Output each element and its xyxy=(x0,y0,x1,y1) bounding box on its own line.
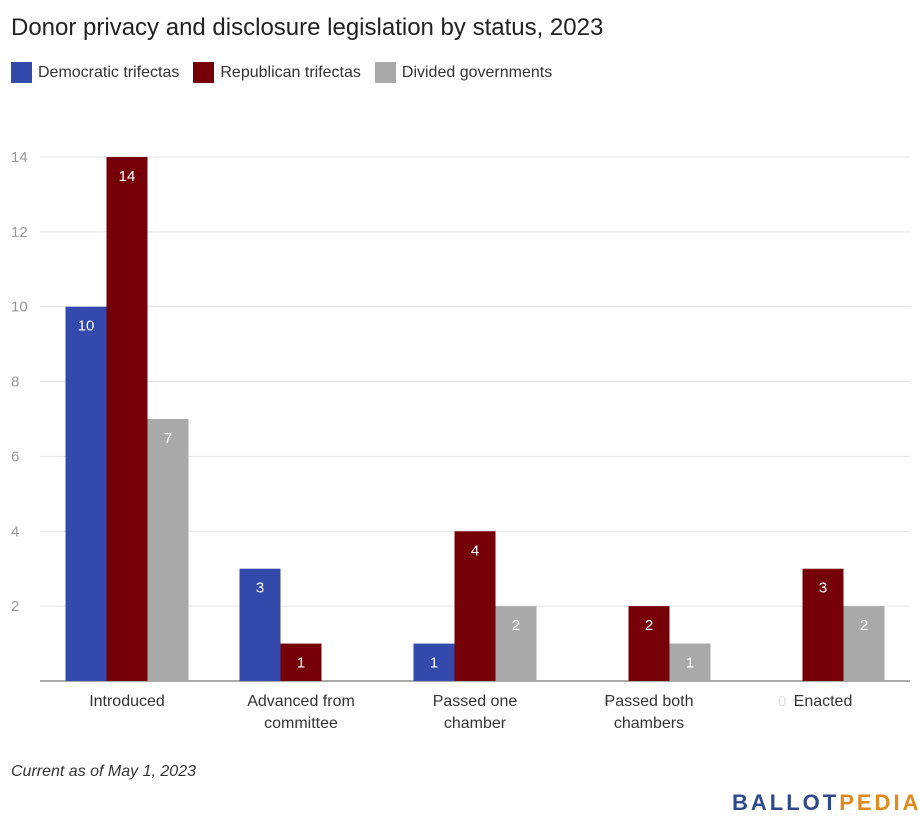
x-category-label-line: chambers xyxy=(614,715,684,732)
legend-swatch-republican xyxy=(193,62,215,83)
x-category-label-line: Passed one xyxy=(433,693,518,710)
bar-republican-trifectas-3 xyxy=(628,606,670,681)
footnote: Current as of May 1, 2023 xyxy=(11,763,196,780)
data-label-republican-trifectas-2: 4 xyxy=(471,542,479,559)
data-label-republican-trifectas-3: 2 xyxy=(645,617,653,634)
y-tick-label-4: 4 xyxy=(11,523,19,540)
y-tick-label-2: 2 xyxy=(11,598,19,615)
legend-label-divided: Divided governments xyxy=(401,63,553,81)
data-label-divided-governments-4: 2 xyxy=(860,617,868,634)
data-label-divided-governments-2: 2 xyxy=(512,617,520,634)
x-category-label-line: Introduced xyxy=(89,693,165,710)
logo-part-ballot: BALLOT xyxy=(732,790,840,815)
bar-republican-trifectas-4 xyxy=(802,568,844,681)
bar-democratic-trifectas-2 xyxy=(413,643,455,681)
data-label-republican-trifectas-0: 14 xyxy=(119,168,136,185)
y-tick-label-6: 6 xyxy=(11,448,19,465)
bar-divided-governments-0 xyxy=(147,419,189,681)
bar-republican-trifectas-2 xyxy=(454,531,496,681)
bar-divided-governments-3 xyxy=(669,643,711,681)
legend-item-republican: Republican trifectas xyxy=(193,62,361,83)
y-tick-label-12: 12 xyxy=(11,224,28,241)
legend-swatch-divided xyxy=(374,62,396,83)
legend-label-republican: Republican trifectas xyxy=(220,63,361,81)
x-category-label-3: Passed both chambers xyxy=(605,693,694,732)
y-tick-label-10: 10 xyxy=(11,299,28,316)
data-label-divided-governments-3: 1 xyxy=(686,655,694,672)
x-category-label-1: Advanced from committee xyxy=(247,693,355,732)
ballotpedia-logo: BALLOTPEDIA xyxy=(732,790,919,816)
x-category-label-line: committee xyxy=(264,715,338,732)
data-label-republican-trifectas-4: 3 xyxy=(819,580,827,597)
bar-divided-governments-2 xyxy=(495,606,537,681)
x-category-label-line: Enacted xyxy=(794,693,853,710)
bar-democratic-trifectas-0 xyxy=(65,306,107,681)
y-tick-label-14: 14 xyxy=(11,149,28,166)
x-category-label-line: chamber xyxy=(444,715,507,732)
bar-democratic-trifectas-1 xyxy=(239,568,281,681)
x-category-label-2: Passed one chamber xyxy=(433,693,518,732)
x-category-label-line: Passed both xyxy=(605,693,694,710)
data-label-democratic-trifectas-0: 10 xyxy=(78,318,95,335)
data-label-democratic-trifectas-1: 3 xyxy=(256,580,264,597)
x-category-label-4: Enacted xyxy=(794,693,853,710)
legend-swatch-democratic xyxy=(11,62,32,83)
legend-item-democratic: Democratic trifectas xyxy=(11,62,179,83)
data-label-democratic-trifectas-3: 0 xyxy=(604,693,612,710)
bar-republican-trifectas-0 xyxy=(106,157,148,681)
bar-republican-trifectas-1 xyxy=(280,643,322,681)
data-label-democratic-trifectas-4: 0 xyxy=(778,693,786,710)
logo-part-pedia: PEDIA xyxy=(839,790,919,815)
data-label-republican-trifectas-1: 1 xyxy=(297,655,305,672)
legend: Democratic trifectas Republican trifecta… xyxy=(11,62,566,83)
data-label-divided-governments-0: 7 xyxy=(164,430,172,447)
data-label-divided-governments-1: 0 xyxy=(338,693,346,710)
bar-divided-governments-4 xyxy=(843,606,885,681)
legend-label-democratic: Democratic trifectas xyxy=(38,63,180,81)
chart-title: Donor privacy and disclosure legislation… xyxy=(11,14,604,41)
data-label-democratic-trifectas-2: 1 xyxy=(430,655,438,672)
legend-item-divided: Divided governments xyxy=(374,62,553,83)
x-category-label-line: Advanced from xyxy=(247,693,355,710)
x-category-label-0: Introduced xyxy=(89,693,165,710)
y-tick-label-8: 8 xyxy=(11,374,19,391)
